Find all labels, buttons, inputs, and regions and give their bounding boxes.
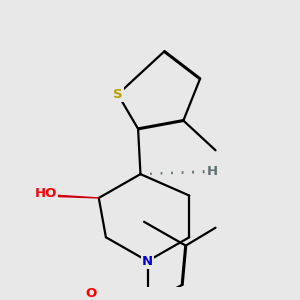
Text: O: O xyxy=(85,287,97,300)
Polygon shape xyxy=(51,195,99,198)
Text: S: S xyxy=(113,88,123,101)
Text: H: H xyxy=(207,165,218,178)
Text: HO: HO xyxy=(34,187,57,200)
Text: N: N xyxy=(142,255,153,268)
